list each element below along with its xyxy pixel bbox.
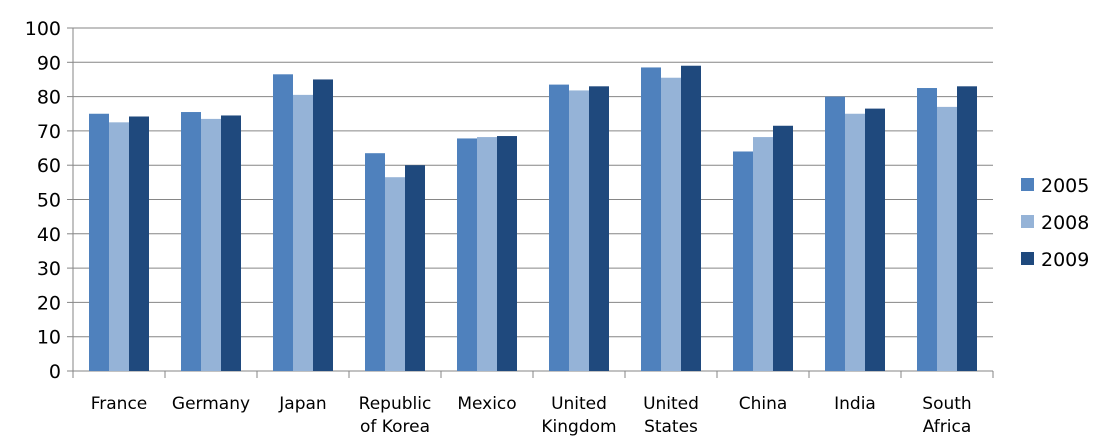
x-category-label: Africa [923, 417, 972, 437]
legend-swatch-2009 [1021, 252, 1034, 265]
legend-swatch-2005 [1021, 178, 1034, 191]
y-tick-label: 0 [49, 361, 61, 383]
y-tick-label: 20 [37, 292, 61, 314]
bar-2008 [569, 90, 589, 372]
x-category-label: States [644, 417, 698, 437]
bar-2008 [201, 118, 221, 372]
bar-2008 [293, 94, 313, 371]
axis-labels: 0 10 20 30 40 50 60 70 80 90 100 France Germany Japan… [25, 18, 972, 437]
legend-label-2005: 2005 [1041, 175, 1089, 197]
bar-2005 [641, 67, 661, 371]
y-tick-label: 60 [37, 155, 61, 177]
bar-2008 [109, 122, 129, 371]
bar-2005 [365, 153, 385, 371]
y-tick-label: 100 [25, 18, 61, 40]
bar-2005 [549, 84, 569, 371]
y-tick-label: 40 [37, 224, 61, 246]
bar-2005 [89, 113, 109, 371]
bar-2009 [773, 125, 793, 371]
bar-2008 [385, 177, 405, 371]
x-category-label: South [922, 394, 971, 414]
x-category-label: of Korea [360, 417, 430, 437]
y-tick-label: 70 [37, 121, 61, 143]
x-category-label: Kingdom [541, 417, 616, 437]
y-tick-label: 50 [37, 190, 61, 212]
legend: 2005 2008 2009 [1021, 175, 1089, 271]
bar-2005 [917, 88, 937, 372]
x-category-label: United [551, 394, 607, 414]
x-category-label: United [643, 394, 699, 414]
x-category-label: Republic [359, 394, 432, 414]
y-tick-label: 80 [37, 87, 61, 109]
bar-2005 [457, 138, 477, 371]
x-category-label: China [739, 394, 788, 414]
bar-2009 [405, 165, 425, 371]
bar-2008 [661, 77, 681, 372]
y-tick-label: 30 [37, 258, 61, 280]
bar-2009 [129, 116, 149, 371]
x-category-label: France [91, 394, 148, 414]
bar-2009 [865, 108, 885, 371]
legend-label-2009: 2009 [1041, 249, 1089, 271]
bar-2009 [957, 86, 977, 371]
bar-2008 [845, 113, 865, 371]
bar-2008 [477, 137, 497, 371]
y-tick-label: 90 [37, 52, 61, 74]
bar-2005 [273, 74, 293, 372]
x-category-label: Japan [278, 394, 326, 414]
bar-2009 [313, 79, 333, 371]
bars [89, 65, 977, 372]
x-category-label: Mexico [457, 394, 516, 414]
bar-2009 [221, 115, 241, 371]
y-tick-label: 10 [37, 327, 61, 349]
legend-label-2008: 2008 [1041, 212, 1089, 234]
bar-2009 [497, 136, 517, 371]
bar-2005 [733, 151, 753, 371]
bar-2009 [589, 86, 609, 371]
bar-2008 [937, 106, 957, 371]
bar-2005 [181, 112, 201, 371]
bar-2008 [753, 137, 773, 371]
x-category-label: Germany [172, 394, 250, 414]
bar-2009 [681, 65, 701, 371]
bar-2005 [825, 96, 845, 371]
legend-swatch-2008 [1021, 215, 1034, 228]
x-category-label: India [834, 394, 876, 414]
